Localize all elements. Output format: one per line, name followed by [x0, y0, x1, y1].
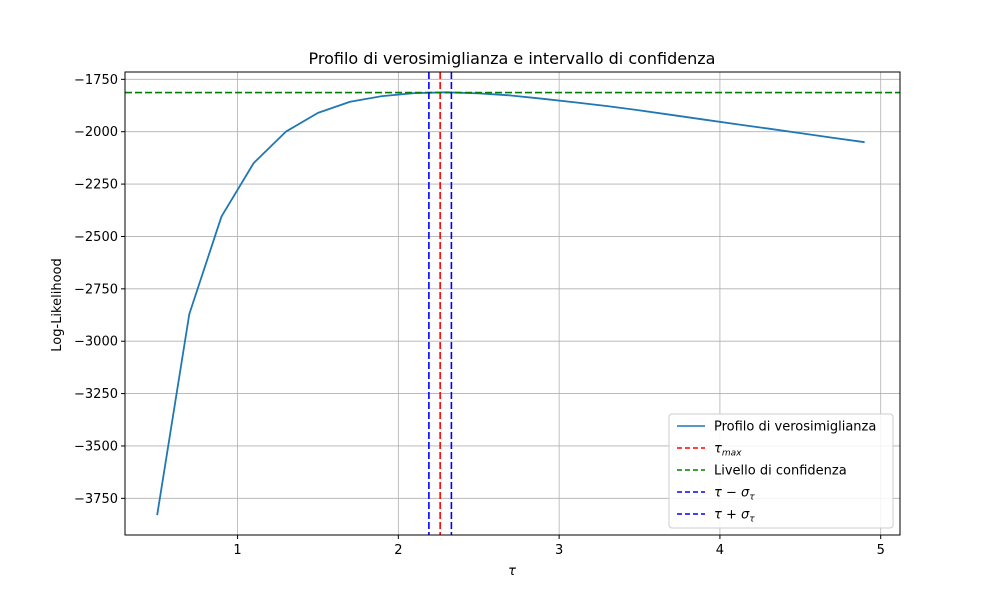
chart-title: Profilo di verosimiglianza e intervallo …	[309, 49, 716, 68]
y-tick-label: −3000	[74, 335, 118, 350]
y-tick-label: −2250	[74, 178, 118, 193]
likelihood-profile-line	[156, 91, 865, 516]
legend-label: Livello di confidenza	[714, 464, 847, 479]
legend-label: Profilo di verosimiglianza	[714, 420, 876, 435]
legend: Profilo di verosimiglianza τmax Livello di…	[668, 413, 894, 529]
x-tick-label: 4	[716, 543, 724, 558]
grid	[125, 72, 900, 535]
legend-label: τmax	[714, 442, 742, 459]
legend-box	[668, 413, 894, 529]
y-axis-label: Log-Likelihood	[50, 258, 65, 351]
y-tick-label: −3750	[74, 492, 118, 507]
axes-frame	[124, 71, 901, 536]
plot-area	[125, 72, 900, 535]
y-tick-label: −3250	[74, 387, 118, 402]
x-tick-label: 1	[233, 543, 241, 558]
x-tick-label: 3	[555, 543, 563, 558]
ticks: 1 2 3 4 5 −1750 −2000 −2250 −2500 −2750 −3000 −3250…	[74, 73, 885, 558]
x-tick-label: 2	[394, 543, 402, 558]
x-tick-label: 5	[877, 543, 885, 558]
y-tick-label: −2750	[74, 282, 118, 297]
y-tick-label: −1750	[74, 73, 118, 88]
y-tick-label: −3500	[74, 439, 118, 454]
x-axis-label: τ	[508, 564, 516, 579]
legend-label: τ + στ	[714, 508, 755, 525]
y-tick-label: −2500	[74, 230, 118, 245]
legend-label: τ − στ	[714, 486, 755, 503]
y-tick-label: −2000	[74, 125, 118, 140]
